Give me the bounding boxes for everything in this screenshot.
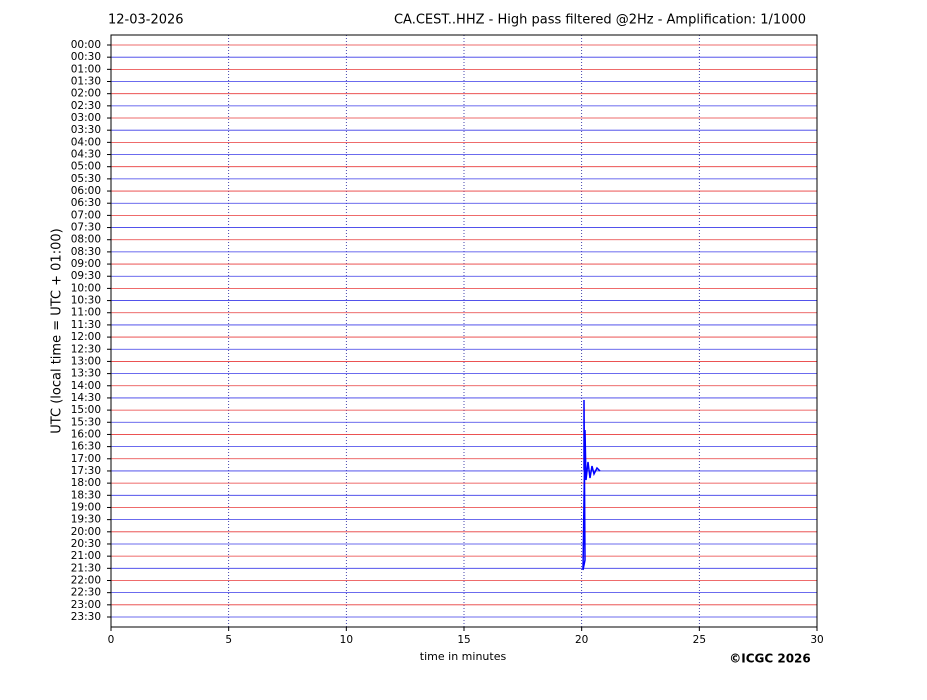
y-tick-label: 03:30 [71, 124, 101, 136]
y-tick-label: 17:00 [71, 453, 101, 465]
y-tick-label: 21:00 [71, 550, 101, 562]
y-tick-label: 19:30 [71, 514, 101, 526]
y-tick-label: 12:00 [71, 331, 101, 343]
y-tick-label: 23:30 [71, 611, 101, 623]
y-tick-label: 23:00 [71, 599, 101, 611]
y-tick-label: 08:00 [71, 234, 101, 246]
y-tick-label: 21:30 [71, 562, 101, 574]
y-tick-label: 07:00 [71, 209, 101, 221]
y-tick-label: 09:00 [71, 258, 101, 270]
x-tick-label: 5 [225, 634, 232, 646]
y-tick-label: 00:30 [71, 51, 101, 63]
y-tick-label: 06:00 [71, 185, 101, 197]
y-tick-label: 07:30 [71, 222, 101, 234]
seismic-event [582, 399, 601, 571]
y-tick-label: 13:30 [71, 368, 101, 380]
y-tick-label: 20:30 [71, 538, 101, 550]
y-tick-label: 20:00 [71, 526, 101, 538]
y-tick-label: 11:00 [71, 307, 101, 319]
y-tick-label: 11:30 [71, 319, 101, 331]
y-axis-label: UTC (local time = UTC + 01:00) [50, 228, 65, 433]
y-tick-label: 22:00 [71, 574, 101, 586]
y-tick-label: 15:00 [71, 404, 101, 416]
y-tick-label: 16:30 [71, 441, 101, 453]
x-tick-label: 0 [108, 634, 115, 646]
y-tick-label: 18:00 [71, 477, 101, 489]
y-tick-label: 02:30 [71, 100, 101, 112]
y-tick-label: 00:00 [71, 39, 101, 51]
y-tick-label: 13:00 [71, 355, 101, 367]
y-tick-label: 16:00 [71, 428, 101, 440]
chart-title: CA.CEST..HHZ - High pass filtered @2Hz -… [394, 13, 806, 28]
y-tick-label: 01:00 [71, 63, 101, 75]
x-tick-label: 20 [575, 634, 588, 646]
x-tick-label: 25 [693, 634, 706, 646]
y-tick-label: 09:30 [71, 270, 101, 282]
y-tick-label: 04:00 [71, 136, 101, 148]
x-axis-label: time in minutes [420, 650, 507, 663]
y-tick-label: 04:30 [71, 149, 101, 161]
y-tick-label: 03:00 [71, 112, 101, 124]
x-tick-label: 10 [340, 634, 353, 646]
plot-frame [110, 34, 818, 628]
y-tick-label: 14:00 [71, 380, 101, 392]
y-tick-label: 17:30 [71, 465, 101, 477]
x-tick-label: 15 [457, 634, 470, 646]
y-tick-label: 14:30 [71, 392, 101, 404]
y-tick-label: 08:30 [71, 246, 101, 258]
y-tick-label: 22:30 [71, 587, 101, 599]
copyright: ©ICGC 2026 [729, 652, 811, 666]
y-tick-label: 15:30 [71, 416, 101, 428]
y-tick-label: 05:30 [71, 173, 101, 185]
x-tick-label: 30 [810, 634, 823, 646]
y-tick-label: 05:00 [71, 161, 101, 173]
plot-area: 0 5 10 15 20 25 30 00:0000:3001:0001:3002:0002:… [71, 35, 824, 646]
y-tick-label: 18:30 [71, 489, 101, 501]
y-tick-label: 10:00 [71, 282, 101, 294]
date: 12-03-2026 [108, 13, 184, 28]
y-tick-label: 19:00 [71, 501, 101, 513]
y-tick-label: 01:30 [71, 76, 101, 88]
y-tick-label: 06:30 [71, 197, 101, 209]
y-tick-label: 12:30 [71, 343, 101, 355]
y-tick-label: 10:30 [71, 295, 101, 307]
y-tick-label: 02:00 [71, 88, 101, 100]
